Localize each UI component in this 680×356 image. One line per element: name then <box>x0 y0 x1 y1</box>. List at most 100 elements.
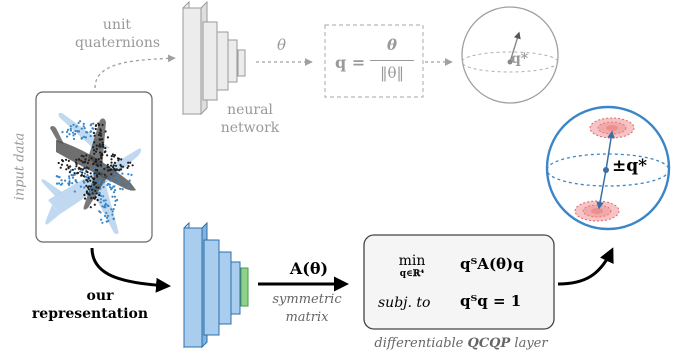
point-cloud-dot <box>129 161 132 164</box>
point-cloud-dot <box>60 163 64 166</box>
point-cloud-dot <box>110 177 113 180</box>
point-cloud-dot <box>106 163 109 166</box>
point-cloud-dot <box>83 175 86 178</box>
point-cloud-dot <box>61 160 65 163</box>
point-cloud-dot <box>90 197 93 200</box>
point-cloud-dot <box>112 185 115 188</box>
point-cloud-dot <box>113 154 116 157</box>
point-cloud-dot <box>74 167 77 171</box>
point-cloud-dot <box>87 177 90 180</box>
point-cloud-dot <box>55 182 59 185</box>
point-cloud-dot <box>95 192 98 195</box>
point-cloud-dot <box>96 199 99 202</box>
point-cloud-dot <box>95 158 98 161</box>
point-cloud-dot <box>99 211 102 214</box>
point-cloud-dot <box>83 186 86 189</box>
point-cloud-dot <box>112 217 115 220</box>
point-cloud-dot <box>66 128 70 131</box>
point-cloud-dot <box>69 169 72 172</box>
point-cloud-dot <box>119 187 122 190</box>
point-cloud-dot <box>121 165 125 168</box>
point-cloud-dot <box>117 179 121 182</box>
point-cloud-dot <box>99 145 102 148</box>
point-cloud-dot <box>104 130 107 133</box>
our-label: our <box>86 288 114 304</box>
point-cloud-dot <box>120 158 123 161</box>
point-cloud-dot <box>97 124 101 127</box>
point-cloud-dot <box>101 123 104 126</box>
point-cloud-dot <box>131 164 134 167</box>
point-cloud-dot <box>115 176 118 179</box>
point-cloud-dot <box>99 151 102 154</box>
point-cloud-dot <box>107 182 110 185</box>
point-cloud-dot <box>75 163 78 166</box>
point-cloud-dots <box>55 120 134 224</box>
point-cloud-dot <box>112 208 115 211</box>
point-cloud-dot <box>82 135 86 138</box>
point-cloud-dot <box>110 208 113 211</box>
point-cloud-dot <box>73 137 76 141</box>
point-cloud-dot <box>83 181 86 184</box>
point-cloud-dot <box>94 196 97 199</box>
point-cloud-dot <box>85 170 88 173</box>
point-cloud-dot <box>97 133 100 137</box>
matrix-label: matrix <box>285 310 329 325</box>
point-cloud-dot <box>105 216 109 219</box>
point-cloud-dot <box>92 162 95 165</box>
point-cloud-dot <box>117 159 120 162</box>
point-cloud-dot <box>110 164 113 167</box>
point-cloud-dot <box>80 154 83 157</box>
point-cloud-dot <box>87 188 90 191</box>
point-cloud-dot <box>89 185 92 188</box>
qcqp-caption-pre: differentiable <box>374 336 468 351</box>
point-cloud-dot <box>82 161 85 164</box>
point-cloud-dot <box>113 161 116 164</box>
point-cloud-dot <box>85 166 88 169</box>
point-cloud-dot <box>104 202 107 205</box>
point-cloud-dot <box>106 136 109 139</box>
point-cloud-dot <box>70 173 73 177</box>
point-cloud-dot <box>93 203 96 206</box>
point-cloud-dot <box>88 185 91 188</box>
point-cloud-dot <box>80 159 83 162</box>
blue-neural-network <box>183 221 249 349</box>
point-cloud-dot <box>84 197 87 200</box>
point-cloud-dot <box>103 173 106 176</box>
point-cloud-dot <box>101 144 104 147</box>
blue-sphere <box>545 105 671 231</box>
point-cloud-dot <box>118 169 121 172</box>
point-cloud-dot <box>98 179 102 183</box>
qcqp-subj: subj. to <box>378 295 431 311</box>
point-cloud-dot <box>95 147 98 151</box>
point-cloud-dot <box>68 171 71 174</box>
point-cloud-dot <box>121 188 124 191</box>
point-cloud-dot <box>75 125 78 128</box>
point-cloud-dot <box>94 127 97 131</box>
point-cloud-dot <box>64 179 67 182</box>
point-cloud-dot <box>101 205 104 208</box>
qcqp-min: min <box>398 253 426 269</box>
point-cloud-dot <box>87 167 90 170</box>
point-cloud-dot <box>113 173 116 176</box>
point-cloud-dot <box>83 167 86 170</box>
point-cloud-dot <box>94 150 98 153</box>
point-cloud-dot <box>124 180 127 184</box>
point-cloud-dot <box>104 199 107 202</box>
point-cloud-dot <box>97 158 100 161</box>
point-cloud-dot <box>99 201 102 204</box>
point-cloud-dot <box>84 136 87 139</box>
point-cloud-dot <box>107 204 110 208</box>
point-cloud-dot <box>107 166 110 169</box>
grey-sphere-label: q* <box>511 51 529 67</box>
point-cloud-dot <box>85 184 88 187</box>
point-cloud-dot <box>82 122 85 125</box>
point-cloud-dot <box>74 132 77 136</box>
point-cloud-dot <box>66 135 69 138</box>
point-cloud-dot <box>98 143 101 146</box>
point-cloud-dot <box>110 168 113 171</box>
point-cloud-dot <box>61 131 64 134</box>
point-cloud-dot <box>108 168 111 172</box>
point-cloud-dot <box>95 174 99 177</box>
point-cloud-dot <box>74 180 77 183</box>
